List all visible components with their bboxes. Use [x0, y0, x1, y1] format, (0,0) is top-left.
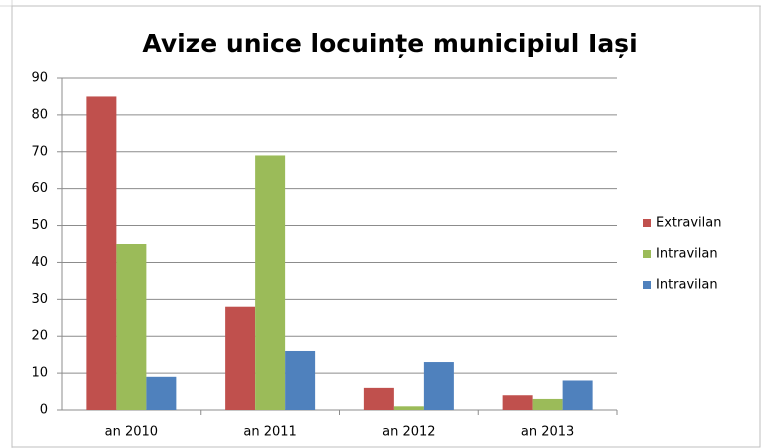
- legend-swatch: [643, 281, 651, 289]
- y-tick-label: 10: [31, 366, 48, 381]
- y-tick-label: 0: [40, 403, 48, 418]
- y-tick-label: 60: [31, 181, 48, 196]
- legend-swatch: [643, 250, 651, 258]
- legend-label: Extravilan: [656, 216, 721, 231]
- y-tick-label: 90: [31, 71, 48, 86]
- y-tick-label: 50: [31, 218, 48, 233]
- y-tick-label: 80: [31, 107, 48, 122]
- legend-label: Intravilan: [656, 278, 718, 293]
- y-tick-label: 20: [31, 329, 48, 344]
- bar: [423, 362, 454, 410]
- bar: [562, 380, 593, 410]
- y-tick-label: 70: [31, 144, 48, 159]
- bar: [255, 155, 286, 410]
- x-tick-label: an 2010: [105, 425, 158, 440]
- chart-title: Avize unice locuințe municipiul Iași: [142, 29, 637, 58]
- bar: [363, 387, 394, 410]
- x-tick-label: an 2011: [243, 425, 296, 440]
- bar: [116, 244, 147, 410]
- bar: [86, 96, 117, 410]
- y-tick-label: 30: [31, 292, 48, 307]
- x-tick-label: an 2013: [521, 425, 574, 440]
- bar: [393, 406, 424, 410]
- legend-label: Intravilan: [656, 247, 718, 262]
- bar: [285, 350, 316, 410]
- bar: [502, 395, 533, 410]
- legend-swatch: [643, 219, 651, 227]
- bar: [225, 306, 256, 410]
- bar: [146, 376, 177, 410]
- y-tick-label: 40: [31, 255, 48, 270]
- bar: [532, 398, 563, 410]
- x-tick-label: an 2012: [382, 425, 435, 440]
